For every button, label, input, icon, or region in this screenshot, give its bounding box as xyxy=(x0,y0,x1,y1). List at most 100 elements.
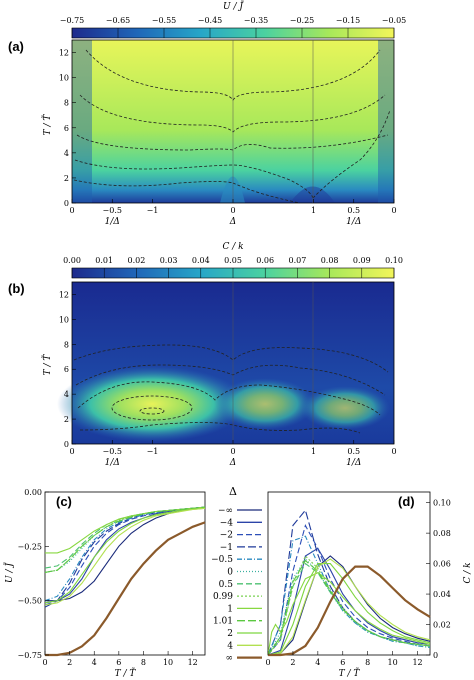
colorbar-tick-label: 0.01 xyxy=(95,256,113,265)
colorbar-tick-label: −0.35 xyxy=(244,16,269,25)
x-axis-label: Δ xyxy=(229,217,237,227)
y-tick-label: 0.00 xyxy=(24,488,42,497)
x-axis-label: Δ xyxy=(229,458,237,468)
heatmap-a: (a) 0 2 4 6 8 10 12 0 −0.5 −1 0 1 0.5 0 1/Δ Δ 1/Δ T / T… xyxy=(8,39,397,227)
series-line xyxy=(267,555,431,656)
y-tick-label: −0.25 xyxy=(17,542,42,551)
y-tick-label: 0 xyxy=(64,440,69,449)
y-tick-label: 6 xyxy=(64,365,69,374)
x-axis-label: 1/Δ xyxy=(346,458,361,468)
y-tick-label: 10 xyxy=(59,315,69,324)
xlabel-c: T / T̃ xyxy=(115,667,137,679)
x-tick-label: 2 xyxy=(290,658,295,667)
colorbar-tick-label: 0.06 xyxy=(256,256,274,265)
legend-label: ∞ xyxy=(226,654,234,664)
x-axis-label: 1/Δ xyxy=(346,217,361,227)
x-tick-label: −1 xyxy=(147,206,159,215)
x-axis-label: 1/Δ xyxy=(105,458,120,468)
y-tick-label: 12 xyxy=(59,49,69,58)
colorbar-a-label: U / J̃ xyxy=(223,0,244,12)
series-line xyxy=(267,563,431,656)
x-tick-label: −0.5 xyxy=(103,447,122,456)
y-tick-label: 0.02 xyxy=(433,621,451,630)
legend-label: 4 xyxy=(227,641,233,651)
colorbar-a: U / J̃ −0.75 −0.65 −0.55 −0.45 −0.35 −0.25 −0.… xyxy=(60,0,407,39)
y-tick-label: 4 xyxy=(64,149,69,158)
legend-label: 1.01 xyxy=(213,617,233,627)
x-tick-label: 0 xyxy=(42,658,47,667)
series-line xyxy=(44,507,206,606)
series-line xyxy=(45,521,206,657)
colorbar-tick-label: 0.03 xyxy=(160,256,178,265)
colorbar-tick-label: 0.05 xyxy=(224,256,242,265)
y-tick-label: 2 xyxy=(64,415,69,424)
series-line xyxy=(267,558,431,656)
x-tick-label: 12 xyxy=(412,658,422,667)
colorbar-tick-label: −0.15 xyxy=(336,16,361,25)
series-line xyxy=(44,506,206,569)
x-tick-label: 0 xyxy=(230,206,235,215)
y-tick-label: 4 xyxy=(64,390,69,399)
y-tick-label: −0.75 xyxy=(17,651,42,660)
colorbar-tick-label: −0.75 xyxy=(60,16,85,25)
x-tick-label: 8 xyxy=(141,658,146,667)
line-chart-d: 0 2 4 6 8 10 12 0 0.02 0.04 0.06 0.08 0.10 (d) T / T… xyxy=(265,491,473,679)
x-tick-label: −1 xyxy=(147,447,159,456)
y-tick-label: 12 xyxy=(59,290,69,299)
panel-b-label: (b) xyxy=(8,281,25,296)
legend-label: 1 xyxy=(227,604,233,614)
x-tick-label: 1 xyxy=(311,447,316,456)
legend-label: 0 xyxy=(227,568,233,578)
panel-d-label: (d) xyxy=(398,494,415,509)
contours-b xyxy=(73,344,389,434)
line-chart-c: 0 2 4 6 8 10 120.00−0.25−0.50−0.75 (c) T / T̃ … xyxy=(3,488,206,679)
x-tick-label: 4 xyxy=(315,658,320,667)
legend-label: −∞ xyxy=(218,506,233,516)
legend-label: 0.5 xyxy=(219,580,234,590)
legend-label: −0.5 xyxy=(211,555,233,565)
x-axis-label: 1/Δ xyxy=(105,217,120,227)
x-tick-label: 2 xyxy=(67,658,72,667)
xlabel-d: T / T̃ xyxy=(339,667,361,679)
ylabel-a: T / T̃ xyxy=(41,114,53,136)
y-tick-label: 0.10 xyxy=(433,499,451,508)
colorbar-tick-label: −0.05 xyxy=(382,16,407,25)
colorbar-tick-label: −0.55 xyxy=(152,16,177,25)
legend-label: −4 xyxy=(220,518,234,528)
series-line xyxy=(267,572,431,656)
x-tick-label: 0 xyxy=(265,658,270,667)
x-tick-label: 6 xyxy=(116,658,121,667)
colorbar-tick-label: 0.00 xyxy=(63,256,81,265)
ylabel-c: U / J̃ xyxy=(3,562,15,583)
legend: Δ −∞ −4 −2 −1 −0.5 0 0.5 0.99 1 1.01 2 4 ∞ xyxy=(211,485,262,664)
colorbar-tick-label: 0.07 xyxy=(288,256,306,265)
y-tick-label: 8 xyxy=(64,99,69,108)
x-tick-label: 10 xyxy=(163,658,173,667)
y-tick-label: 6 xyxy=(64,124,69,133)
y-tick-label: 0 xyxy=(64,199,69,208)
x-tick-label: 12 xyxy=(188,658,198,667)
y-tick-label: 0.08 xyxy=(433,529,451,538)
colorbar-tick-label: −0.45 xyxy=(198,16,223,25)
ylabel-b: T / T̃ xyxy=(41,354,53,376)
y-tick-label: −0.50 xyxy=(17,597,42,606)
colorbar-tick-label: 0.04 xyxy=(192,256,210,265)
y-tick-label: 0 xyxy=(433,651,438,660)
y-tick-label: 0.04 xyxy=(433,590,451,599)
series-line xyxy=(268,565,431,657)
legend-label: −2 xyxy=(220,531,233,541)
colorbar-tick-label: 0.08 xyxy=(321,256,339,265)
x-tick-label: 0 xyxy=(391,206,396,215)
series-line xyxy=(267,558,431,656)
x-tick-label: 6 xyxy=(340,658,345,667)
legend-title: Δ xyxy=(229,485,237,498)
x-tick-label: 0 xyxy=(69,447,74,456)
x-tick-label: 0 xyxy=(230,447,235,456)
x-tick-label: 0 xyxy=(391,447,396,456)
legend-label: 2 xyxy=(227,629,233,639)
heatmap-b: (b) 0 2 4 6 8 10 12 0 −0.5 −1 0 1 0.5 0 1/Δ Δ 1/Δ T / T… xyxy=(8,281,397,468)
y-tick-label: 2 xyxy=(64,174,69,183)
series-line xyxy=(267,559,431,656)
panel-a-label: (a) xyxy=(8,39,24,54)
